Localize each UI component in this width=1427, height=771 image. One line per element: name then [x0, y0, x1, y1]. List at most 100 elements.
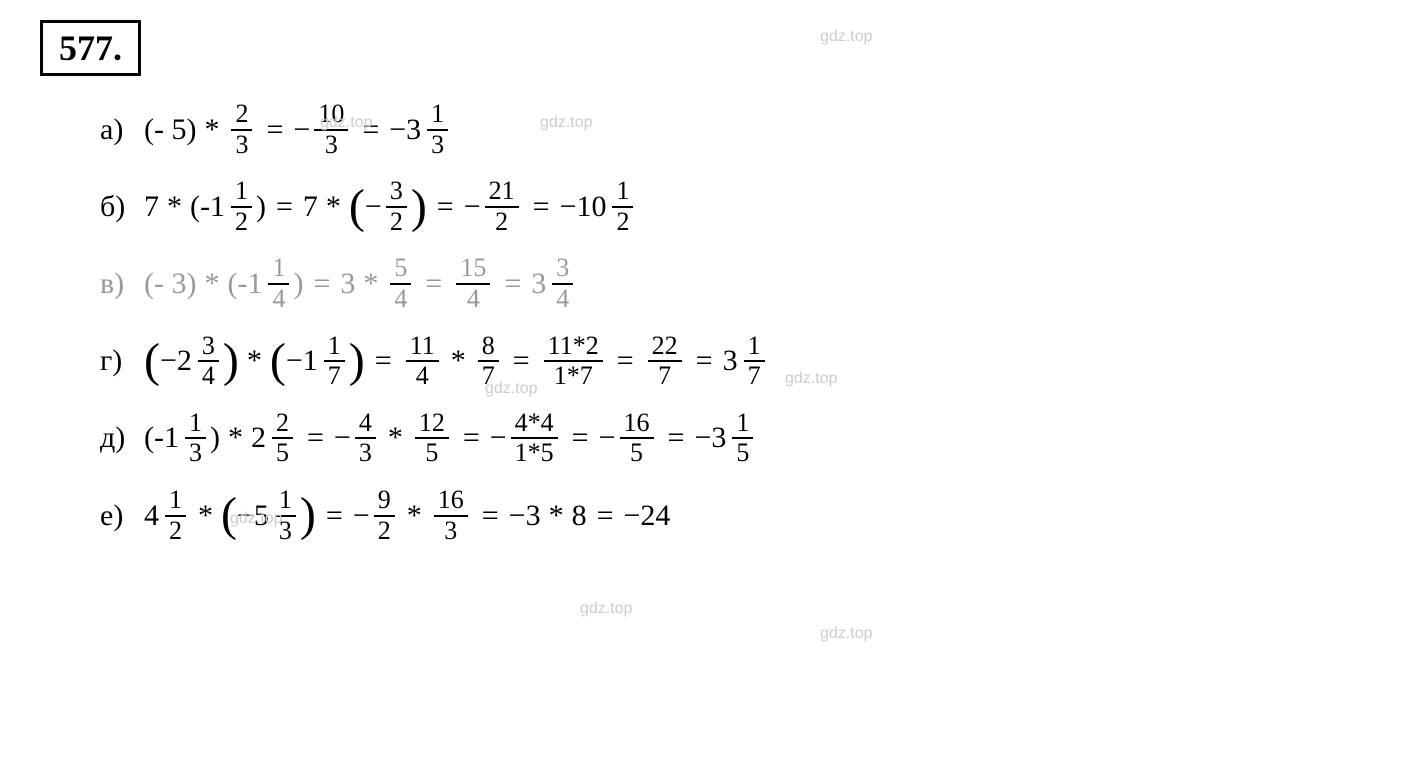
- op-mul: *: [204, 115, 219, 145]
- fraction: 1 7: [324, 332, 345, 391]
- neg: −: [560, 192, 577, 222]
- numerator: 9: [374, 486, 395, 517]
- mixed-number: 3 1 3: [406, 100, 452, 159]
- label-c: в): [100, 269, 136, 299]
- denominator: 5: [732, 439, 753, 468]
- numerator: 1: [275, 486, 296, 517]
- equals: =: [597, 501, 614, 531]
- fraction: 4*4 1*5: [511, 409, 558, 468]
- denominator: 3: [440, 517, 461, 546]
- paren: (-: [144, 423, 164, 453]
- mixed-number: 4 1 2: [144, 486, 190, 545]
- denominator: 2: [612, 208, 633, 237]
- op-mul: *: [247, 346, 262, 376]
- neg: −: [286, 346, 303, 376]
- paren-large: (: [144, 342, 160, 380]
- numerator: 15: [456, 254, 490, 285]
- equals: =: [307, 423, 324, 453]
- neg: −: [293, 115, 310, 145]
- numerator: 3: [386, 177, 407, 208]
- neg: −: [464, 192, 481, 222]
- denominator: 4: [268, 285, 289, 314]
- equals: =: [572, 423, 589, 453]
- text: 7: [144, 192, 159, 222]
- label-e: д): [100, 423, 136, 453]
- mixed-number: 2 2 5: [251, 409, 297, 468]
- fraction: 15 4: [456, 254, 490, 313]
- numerator: 1: [427, 100, 448, 131]
- op-mul: *: [326, 192, 341, 222]
- fraction: 4 3: [355, 409, 376, 468]
- whole: 5: [254, 501, 269, 531]
- numerator: 1: [612, 177, 633, 208]
- fraction: 1 2: [231, 177, 252, 236]
- equation-c: в) (- 3) * (- 1 1 4 ) = 3 * 5 4 = 15 4 =…: [100, 254, 1387, 313]
- whole: 1: [164, 423, 179, 453]
- fraction: 10 3: [314, 100, 348, 159]
- denominator: 5: [421, 439, 442, 468]
- denominator: 3: [355, 439, 376, 468]
- numerator: 8: [478, 332, 499, 363]
- op-mul: *: [407, 501, 422, 531]
- fraction: 1 3: [275, 486, 296, 545]
- equals: =: [504, 269, 521, 299]
- whole: 4: [144, 501, 159, 531]
- numerator: 21: [485, 177, 519, 208]
- denominator: 4: [463, 285, 484, 314]
- text: −24: [624, 501, 671, 531]
- equals: =: [362, 115, 379, 145]
- fraction: 22 7: [648, 332, 682, 391]
- fraction: 8 7: [478, 332, 499, 391]
- fraction: 1 5: [732, 409, 753, 468]
- text: 3: [340, 269, 355, 299]
- paren: ): [256, 192, 266, 222]
- numerator: 4*4: [511, 409, 558, 440]
- equals: =: [463, 423, 480, 453]
- text: 8: [572, 501, 587, 531]
- paren-large: (: [270, 342, 286, 380]
- denominator: 5: [272, 439, 293, 468]
- denominator: 7: [744, 362, 765, 391]
- fraction: 9 2: [374, 486, 395, 545]
- problem-number: 577.: [40, 20, 141, 76]
- neg: −: [599, 423, 616, 453]
- equals: =: [276, 192, 293, 222]
- op-mul: *: [228, 423, 243, 453]
- mixed-number: 3 1 5: [711, 409, 757, 468]
- paren-large: ): [411, 188, 427, 226]
- fraction: 1 4: [268, 254, 289, 313]
- equations-container: а) (- 5) * 2 3 = − 10 3 = − 3 1 3 б) 7 *…: [40, 100, 1387, 545]
- fraction: 1 2: [165, 486, 186, 545]
- numerator: 1: [268, 254, 289, 285]
- paren: ): [293, 269, 303, 299]
- op-mul: *: [549, 501, 564, 531]
- equals: =: [375, 346, 392, 376]
- denominator: 3: [185, 439, 206, 468]
- numerator: 1: [231, 177, 252, 208]
- denominator: 3: [231, 131, 252, 160]
- text: −3: [509, 501, 541, 531]
- numerator: 2: [272, 409, 293, 440]
- denominator: 7: [654, 362, 675, 391]
- denominator: 3: [321, 131, 342, 160]
- fraction: 21 2: [485, 177, 519, 236]
- fraction: 3 4: [198, 332, 219, 391]
- denominator: 7: [478, 362, 499, 391]
- fraction: 3 2: [386, 177, 407, 236]
- neg: −: [365, 192, 382, 222]
- mixed-number: 3 3 4: [531, 254, 577, 313]
- denominator: 4: [198, 362, 219, 391]
- neg: −: [389, 115, 406, 145]
- equals: =: [668, 423, 685, 453]
- label-a: а): [100, 115, 136, 145]
- watermark-text: gdz.top: [820, 625, 872, 643]
- op-mul: *: [388, 423, 403, 453]
- op-mul: *: [451, 346, 466, 376]
- denominator: 4: [390, 285, 411, 314]
- neg: −: [334, 423, 351, 453]
- mixed-number: 2 3 4: [177, 332, 223, 391]
- neg: −: [490, 423, 507, 453]
- neg: −: [694, 423, 711, 453]
- whole: 2: [177, 346, 192, 376]
- neg: −: [160, 346, 177, 376]
